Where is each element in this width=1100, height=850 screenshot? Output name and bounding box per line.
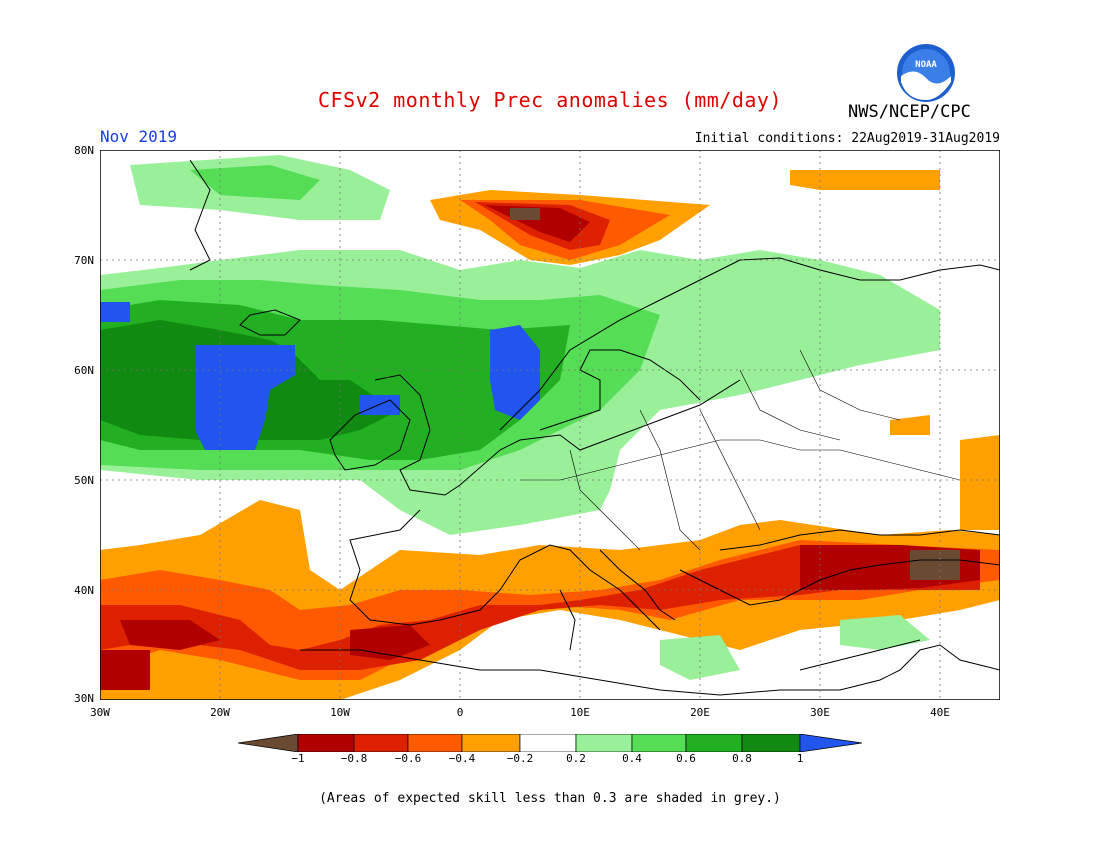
colorbar-segment (519, 734, 577, 752)
forecast-month: Nov 2019 (100, 127, 178, 146)
colorbar-label: −0.2 (506, 752, 534, 765)
colorbar-segment (407, 734, 463, 752)
precip-anomaly-map (100, 150, 1000, 700)
colorbar-segment (238, 734, 299, 752)
lat-label: 60N (74, 364, 94, 377)
colorbar-segment (631, 734, 687, 752)
colorbar-segment (353, 734, 409, 752)
footnote: (Areas of expected skill less than 0.3 a… (319, 791, 781, 806)
colorbar-segment (297, 734, 355, 752)
lat-label: 80N (74, 144, 94, 157)
agency-label: NWS/NCEP/CPC (848, 102, 971, 122)
grid-lines (100, 150, 1000, 700)
colorbar-label: −1 (291, 752, 305, 765)
colorbar-label: 0.4 (622, 752, 642, 765)
lat-label: 70N (74, 254, 94, 267)
lon-label: 20E (690, 706, 710, 719)
colorbar-label: −0.8 (340, 752, 368, 765)
logo-text: NOAA (915, 60, 937, 70)
lon-label: 20W (210, 706, 230, 719)
noaa-logo-icon: NOAA (897, 44, 955, 102)
lon-label: 0 (456, 706, 464, 719)
colorbar-label: −0.6 (394, 752, 422, 765)
initial-conditions: Initial conditions: 22Aug2019-31Aug2019 (694, 131, 1000, 146)
colorbar-label: −0.4 (448, 752, 476, 765)
anomaly-field (100, 155, 1000, 700)
colorbar-label: 1 (796, 752, 804, 765)
lon-label: 30W (90, 706, 110, 719)
lon-label: 30E (810, 706, 830, 719)
lat-label: 40N (74, 584, 94, 597)
lon-label: 40E (930, 706, 950, 719)
colorbar-segment (685, 734, 743, 752)
colorbar-label: 0.8 (732, 752, 752, 765)
colorbar-label: 0.6 (676, 752, 696, 765)
lat-label: 50N (74, 474, 94, 487)
colorbar (238, 734, 862, 752)
chart-title: CFSv2 monthly Prec anomalies (mm/day) (317, 88, 783, 112)
lat-label: 30N (74, 692, 94, 705)
colorbar-segment (741, 734, 801, 752)
colorbar-segment (575, 734, 633, 752)
colorbar-segment (461, 734, 521, 752)
colorbar-label: 0.2 (566, 752, 586, 765)
lon-label: 10E (570, 706, 590, 719)
lon-label: 10W (330, 706, 350, 719)
colorbar-segment (799, 734, 862, 752)
